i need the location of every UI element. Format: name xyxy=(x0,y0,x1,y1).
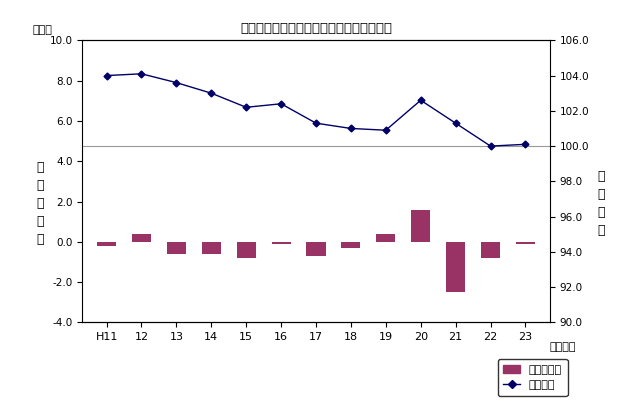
Bar xyxy=(97,242,116,246)
Bar xyxy=(516,242,535,244)
Bar xyxy=(481,242,500,258)
Bar xyxy=(132,234,151,242)
Y-axis label: 総
合
指
数: 総 合 指 数 xyxy=(597,170,605,237)
Bar xyxy=(167,242,186,254)
Bar xyxy=(411,210,430,242)
Y-axis label: 対
前
年
度
比: 対 前 年 度 比 xyxy=(36,162,44,246)
Bar xyxy=(376,234,396,242)
Title: 鳥取市消費者物価指数（年度平均）の推移: 鳥取市消費者物価指数（年度平均）の推移 xyxy=(240,22,392,35)
Bar xyxy=(446,242,465,292)
Bar xyxy=(272,242,291,244)
Text: （年度）: （年度） xyxy=(550,342,576,352)
Bar xyxy=(236,242,256,258)
Bar xyxy=(307,242,325,256)
Bar xyxy=(341,242,360,248)
Legend: 対前年度比, 総合指数: 対前年度比, 総合指数 xyxy=(498,359,568,396)
Text: （％）: （％） xyxy=(32,25,52,35)
Bar xyxy=(202,242,221,254)
